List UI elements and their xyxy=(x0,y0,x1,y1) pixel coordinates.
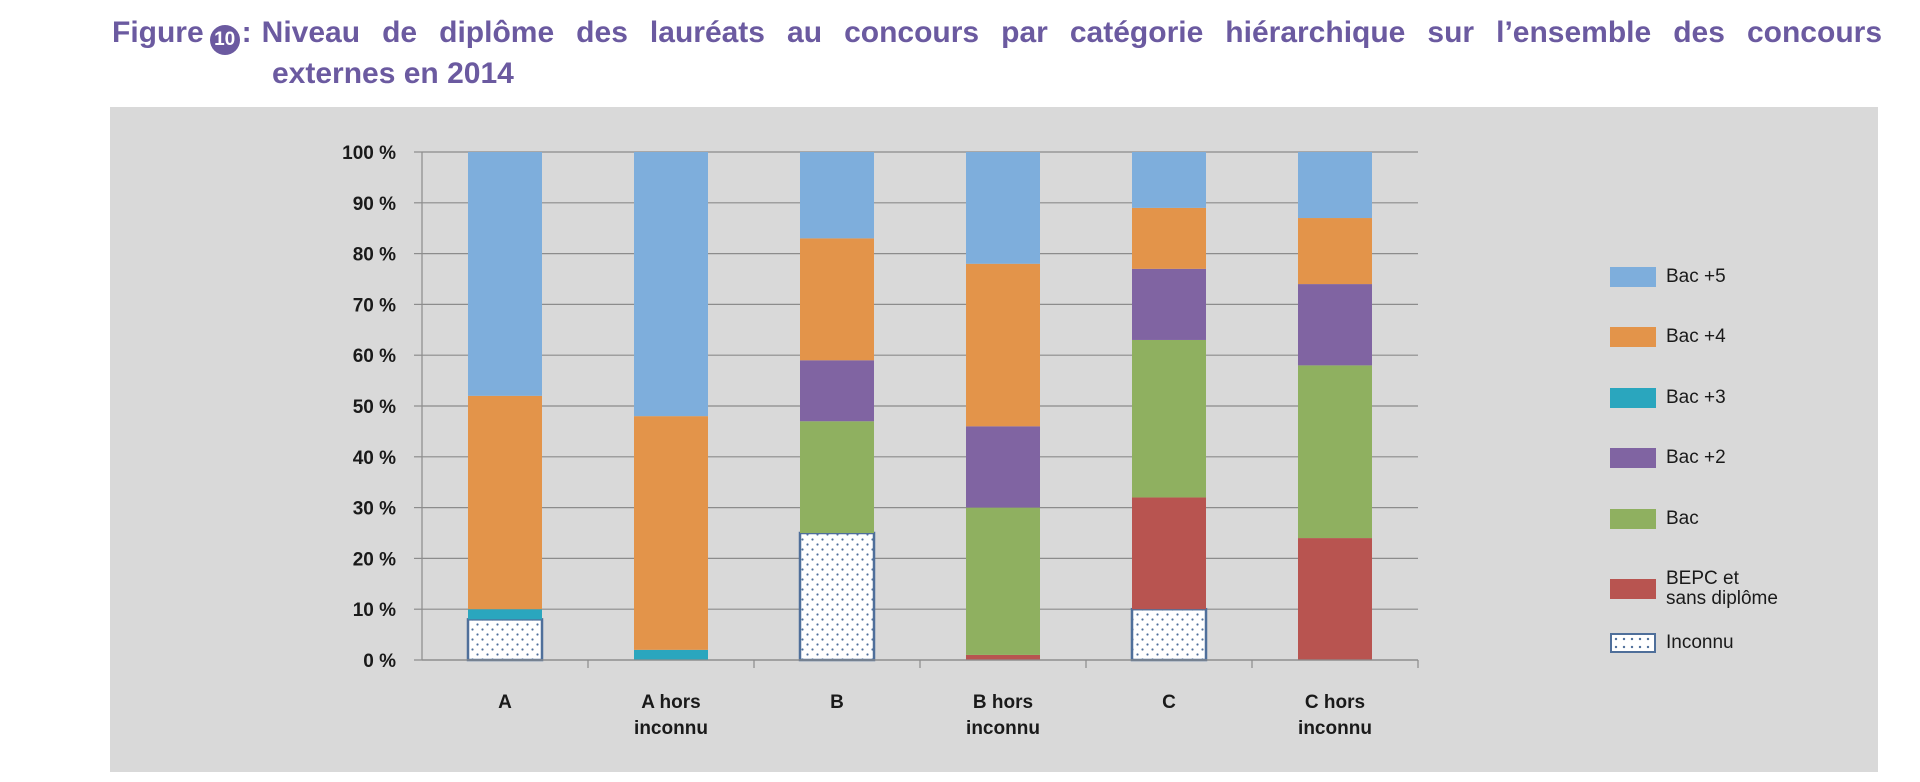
bar-segment xyxy=(468,609,542,620)
x-tick-label: C xyxy=(1162,692,1176,713)
legend-label: Bac +4 xyxy=(1666,326,1726,347)
bar-segment xyxy=(800,152,874,239)
bar-segment xyxy=(1132,207,1206,269)
y-tick-label: 50 % xyxy=(353,397,396,418)
bar-segment xyxy=(800,421,874,533)
legend-item: Bac +3 xyxy=(1610,388,1726,408)
bar-segment xyxy=(966,263,1040,427)
x-tick-label: A hors inconnu xyxy=(634,692,708,739)
title-line-2: externes en 2014 xyxy=(272,57,514,90)
figure-label-text: Figure xyxy=(112,16,204,49)
legend-swatch xyxy=(1610,448,1656,468)
bar-segment xyxy=(1298,152,1372,219)
bar-segment xyxy=(1298,284,1372,366)
bar-segment xyxy=(634,416,708,650)
legend-label: Bac +3 xyxy=(1666,387,1726,408)
y-tick-label: 10 % xyxy=(353,600,396,621)
bar-segment xyxy=(966,507,1040,655)
bar-segment xyxy=(466,618,544,662)
legend-item: Bac xyxy=(1610,509,1699,529)
y-tick-label: 20 % xyxy=(353,549,396,570)
y-tick-label: 100 % xyxy=(342,143,396,164)
legend-item: Inconnu xyxy=(1610,633,1734,653)
legend-label: BEPC et sans diplôme xyxy=(1666,568,1778,609)
legend-label: Bac xyxy=(1666,508,1699,529)
bar-segment xyxy=(1132,268,1206,340)
bar-segment xyxy=(966,426,1040,508)
legend-swatch xyxy=(1610,579,1656,599)
x-tick-label: C hors inconnu xyxy=(1298,692,1372,739)
bar-segment xyxy=(1298,218,1372,285)
legend-swatch xyxy=(1610,267,1656,287)
bar-segment xyxy=(1298,365,1372,539)
bar-segment xyxy=(800,360,874,422)
y-tick-label: 80 % xyxy=(353,245,396,266)
figure-label: Figure 10: xyxy=(112,14,262,55)
bar-segment xyxy=(966,654,1040,660)
legend-swatch xyxy=(1610,509,1656,529)
bar-segment xyxy=(468,152,542,396)
bar-segment xyxy=(1130,607,1208,662)
bar-segment xyxy=(966,152,1040,264)
bar-segment xyxy=(800,238,874,361)
y-tick-label: 60 % xyxy=(353,346,396,367)
legend-item: Bac +5 xyxy=(1610,267,1726,287)
legend-label: Inconnu xyxy=(1666,632,1734,653)
legend-swatch xyxy=(1610,633,1656,653)
bar-segment xyxy=(1132,339,1206,498)
bar-segment xyxy=(468,395,542,610)
bar-segment xyxy=(1132,152,1206,208)
chart-panel: 0 % 10 % 20 % 30 % 40 % 50 % 60 % 70 % 80 % 90 % 1… xyxy=(110,107,1878,772)
y-tick-label: 0 % xyxy=(363,651,396,672)
title-line-1: Niveau de diplôme des lauréats au concou… xyxy=(261,16,1882,49)
x-tick-label: B hors inconnu xyxy=(966,692,1040,739)
bar-segment xyxy=(1298,538,1372,660)
bar-segment xyxy=(634,152,708,417)
x-tick-label: B xyxy=(830,692,844,713)
bar-segment xyxy=(798,531,876,662)
y-tick-label: 30 % xyxy=(353,499,396,520)
bar-segment xyxy=(1132,497,1206,610)
figure-title: Figure 10: Niveau de diplôme des lauréats… xyxy=(112,14,1882,93)
y-tick-label: 70 % xyxy=(353,295,396,316)
legend-label: Bac +2 xyxy=(1666,447,1726,468)
legend-item: Bac +2 xyxy=(1610,448,1726,468)
legend-swatch xyxy=(1610,388,1656,408)
legend-item: Bac +4 xyxy=(1610,327,1726,347)
x-tick-label: A xyxy=(498,692,512,713)
stacked-bar-chart: 0 % 10 % 20 % 30 % 40 % 50 % 60 % 70 % 80 % 90 % 1… xyxy=(342,143,1419,739)
figure-number-badge: 10 xyxy=(209,25,240,55)
y-tick-label: 40 % xyxy=(353,448,396,469)
legend-swatch xyxy=(1610,327,1656,347)
y-tick-label: 90 % xyxy=(353,194,396,215)
bar-segment xyxy=(634,649,708,660)
legend-item: BEPC et sans diplôme xyxy=(1610,569,1778,609)
figure-colon: : xyxy=(241,16,252,49)
legend-label: Bac +5 xyxy=(1666,266,1726,287)
